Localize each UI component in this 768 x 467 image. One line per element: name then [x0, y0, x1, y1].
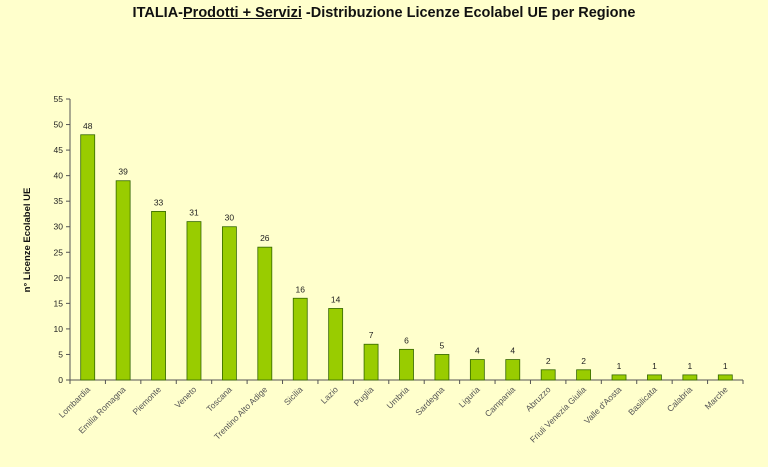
- bar: [611, 374, 627, 381]
- bar: [292, 297, 308, 381]
- y-tick-label: 10: [54, 324, 64, 334]
- y-axis: 0 5 10 15 20 25 30 35 40 45 50 55: [54, 94, 71, 385]
- bar: [221, 226, 237, 381]
- title-suffix: -Distribuzione Licenze Ecolabel UE per R…: [301, 5, 636, 21]
- bar-value-label: 5: [440, 340, 445, 350]
- y-tick-label: 35: [54, 196, 64, 206]
- title-prefix: ITALIA-: [132, 5, 184, 21]
- x-category-label: Sicilia: [282, 384, 305, 407]
- bar-value-label: 39: [118, 167, 128, 177]
- bar: [576, 369, 592, 381]
- bar-value-label: 1: [652, 361, 657, 371]
- bar: [151, 210, 166, 381]
- bar-value-label: 6: [404, 335, 409, 345]
- y-tick-label: 40: [54, 171, 64, 181]
- x-category-label: Valle d'Aosta: [582, 384, 624, 426]
- bar: [717, 374, 733, 381]
- bar-value-label: 30: [225, 213, 235, 223]
- bar: [363, 343, 379, 381]
- bar-value-label: 1: [688, 361, 693, 371]
- bar-value-label: 4: [475, 346, 480, 356]
- bar: [647, 374, 662, 381]
- y-tick-label: 50: [54, 120, 64, 130]
- bars: [80, 134, 733, 381]
- y-tick-label: 45: [54, 145, 64, 155]
- bar-value-label: 1: [617, 361, 622, 371]
- x-category-label: Sardegna: [413, 384, 446, 417]
- x-category-label: Umbria: [384, 384, 411, 411]
- y-tick-label: 0: [58, 375, 63, 385]
- bar: [328, 308, 344, 381]
- bar: [469, 359, 485, 381]
- bar: [540, 369, 556, 381]
- x-category-label: Lazio: [319, 384, 341, 406]
- bar: [186, 221, 202, 381]
- y-tick-label: 30: [54, 222, 64, 232]
- bar: [434, 354, 450, 381]
- bar-value-label: 4: [510, 346, 515, 356]
- bar-value-label: 2: [546, 356, 551, 366]
- x-category-label: Calabria: [665, 384, 695, 414]
- x-category-label: Lombardia: [57, 384, 93, 420]
- y-tick-label: 25: [54, 247, 64, 257]
- bar: [505, 359, 521, 381]
- bar-value-label: 26: [260, 233, 270, 243]
- x-category-label: Piemonte: [130, 384, 163, 417]
- bar-value-label: 33: [154, 197, 164, 207]
- bar-value-label: 2: [581, 356, 586, 366]
- x-category-label: Veneto: [173, 384, 199, 410]
- x-category-label: Basilicata: [626, 384, 659, 417]
- bar-value-label: 14: [331, 294, 341, 304]
- bar-value-label: 7: [369, 330, 374, 340]
- y-tick-label: 55: [54, 94, 64, 104]
- x-category-label: Abruzzo: [523, 384, 552, 413]
- bar-value-label: 1: [723, 361, 728, 371]
- x-category-label: Marche: [703, 384, 730, 411]
- y-tick-label: 15: [54, 298, 64, 308]
- title-underlined: Prodotti + Servizi: [183, 5, 302, 21]
- data-labels: 48 39 33 31 30 26 16 14 7 6 5 4 4 2 2 1 1 1 1: [83, 121, 728, 371]
- bar: [682, 374, 698, 381]
- bar-value-label: 16: [296, 284, 306, 294]
- bar: [115, 180, 131, 381]
- x-category-label: Toscana: [204, 384, 234, 414]
- y-tick-label: 5: [58, 349, 63, 359]
- bar: [257, 246, 273, 381]
- y-tick-label: 20: [54, 273, 64, 283]
- bar-value-label: 48: [83, 121, 93, 131]
- x-category-label: Liguria: [457, 384, 482, 409]
- bar-value-label: 31: [189, 208, 199, 218]
- chart-title: ITALIA-Prodotti + Servizi -Distribuzione…: [0, 5, 768, 21]
- bar: [80, 134, 96, 381]
- bar: [399, 348, 414, 381]
- x-category-label: Campania: [483, 384, 518, 419]
- y-axis-title: n° Licenze Ecolabel UE: [22, 188, 33, 293]
- x-category-label: Puglia: [352, 384, 376, 408]
